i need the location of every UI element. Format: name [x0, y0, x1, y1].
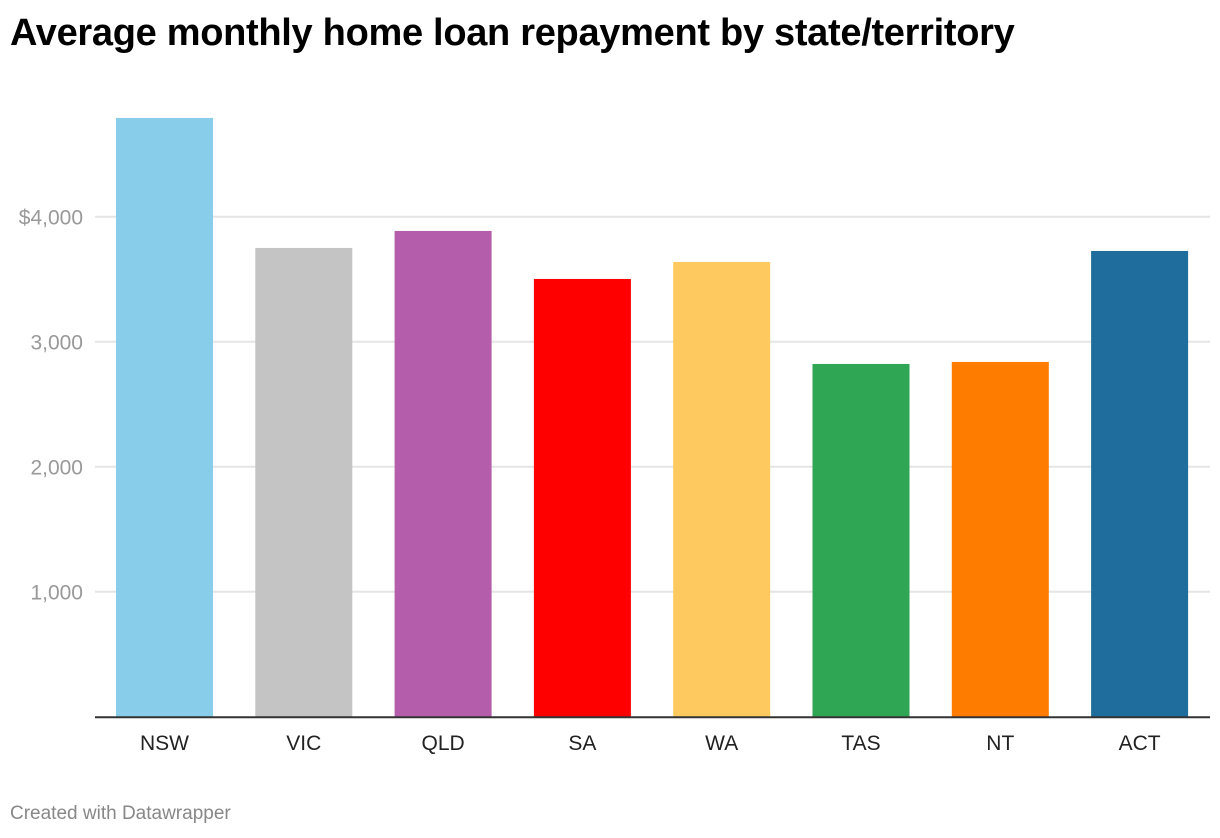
bar-sa — [533, 278, 631, 717]
bar-vic — [255, 247, 353, 717]
footer-credit: Created with Datawrapper — [10, 803, 231, 824]
bar-wa — [673, 261, 771, 717]
x-tick-label: VIC — [286, 732, 321, 755]
x-tick-label: ACT — [1119, 732, 1161, 755]
x-tick-label: TAS — [841, 732, 880, 755]
y-tick-label: 2,000 — [30, 457, 83, 480]
x-tick-label: SA — [568, 732, 596, 755]
bar-nsw — [116, 117, 213, 717]
x-tick-label: QLD — [422, 732, 465, 755]
y-tick-label: 3,000 — [30, 332, 83, 355]
bar-qld — [394, 230, 492, 717]
bar-tas — [812, 363, 910, 717]
chart-title: Average monthly home loan repayment by s… — [10, 12, 1015, 54]
bar-act — [1091, 250, 1189, 717]
x-tick-label: NSW — [140, 732, 189, 755]
x-tick-label: WA — [705, 732, 738, 755]
x-tick-label: NT — [986, 732, 1014, 755]
bar-nt — [951, 361, 1049, 717]
y-tick-label: $4,000 — [19, 207, 83, 230]
y-tick-label: 1,000 — [30, 582, 83, 605]
